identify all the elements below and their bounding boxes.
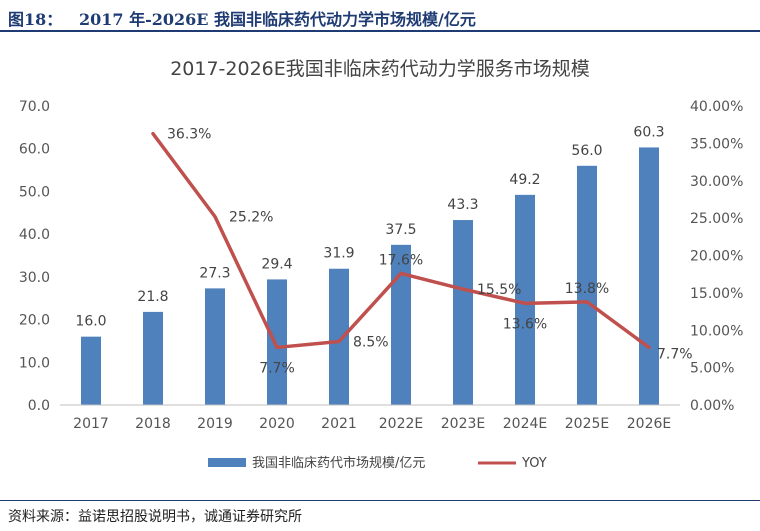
figure-header: 图18： 2017 年-2026E 我国非临床药代动力学市场规模/亿元 <box>0 0 760 34</box>
x-tick-label: 2020 <box>259 416 295 432</box>
yoy-value-label: 17.6% <box>379 252 423 268</box>
bar-value-label: 60.3 <box>633 124 664 140</box>
bar-value-label: 16.0 <box>75 314 106 330</box>
y-tick-label: 10.0 <box>19 355 50 371</box>
yoy-value-label: 7.7% <box>259 360 295 376</box>
header-rule <box>0 30 760 32</box>
y2-tick-label: 0.00% <box>690 398 734 414</box>
bar <box>639 147 659 405</box>
y-tick-label: 70.0 <box>19 99 50 115</box>
legend: 我国非临床药代市场规模/亿元 YOY <box>208 455 547 471</box>
y-tick-label: 50.0 <box>19 184 50 200</box>
x-tick-label: 2019 <box>197 416 233 432</box>
bar <box>143 311 163 405</box>
bar-value-label: 31.9 <box>323 246 354 262</box>
chart-title: 2017-2026E我国非临床药代动力学服务市场规模 <box>170 58 590 80</box>
y2-tick-label: 10.00% <box>690 323 743 339</box>
bar-value-label: 29.4 <box>261 256 292 272</box>
bar <box>515 194 535 405</box>
yoy-value-label: 25.2% <box>229 210 273 226</box>
bar <box>391 244 411 405</box>
x-tick-label: 2017 <box>73 416 109 432</box>
bar <box>205 288 225 405</box>
y2-tick-label: 30.00% <box>690 174 743 190</box>
bar <box>453 220 473 405</box>
bar-value-label: 56.0 <box>571 143 602 159</box>
bar <box>577 165 597 405</box>
y2-tick-label: 5.00% <box>690 361 734 377</box>
bar-series <box>81 147 659 405</box>
yoy-value-label: 36.3% <box>167 127 211 143</box>
bar-value-label: 49.2 <box>509 172 540 188</box>
y-tick-label: 20.0 <box>19 313 50 329</box>
yoy-line <box>151 131 651 350</box>
figure-label: 图18： <box>8 10 63 29</box>
right-axis: 0.00% 5.00% 10.00% 15.00% 20.00% 25.00% 30.00%… <box>690 99 743 414</box>
yoy-value-label: 13.6% <box>503 316 547 332</box>
yoy-value-label: 13.8% <box>565 281 609 297</box>
legend-line-label: YOY <box>521 456 547 471</box>
x-tick-label: 2026E <box>627 416 671 432</box>
bar-value-label: 27.3 <box>199 265 230 281</box>
figure-title: 图18： 2017 年-2026E 我国非临床药代动力学市场规模/亿元 <box>8 6 476 30</box>
y-tick-label: 60.0 <box>19 142 50 158</box>
line-labels: 36.3% 25.2% 7.7% 8.5% 17.6% 15.5% 13.6% 13.8% 7.… <box>167 127 693 377</box>
bar <box>81 336 101 405</box>
y2-tick-label: 15.00% <box>690 286 743 302</box>
y-tick-label: 40.0 <box>19 227 50 243</box>
source-note: 资料来源：益诺思招股说明书，诚通证券研究所 <box>8 509 302 525</box>
yoy-value-label: 7.7% <box>657 346 693 362</box>
x-tick-label: 2023E <box>441 416 485 432</box>
bar-labels: 16.0 21.8 27.3 29.4 31.9 37.5 43.3 49.2 56.0 60.3 <box>75 124 664 329</box>
bar-value-label: 37.5 <box>385 222 416 238</box>
x-tick-label: 2024E <box>503 416 547 432</box>
y2-tick-label: 40.00% <box>690 99 743 115</box>
y2-tick-label: 20.00% <box>690 249 743 265</box>
footer-rule <box>0 500 760 501</box>
legend-bar-swatch <box>208 458 246 467</box>
bar <box>329 268 349 405</box>
x-tick-label: 2025E <box>565 416 609 432</box>
bar <box>267 279 287 405</box>
y-tick-label: 30.0 <box>19 270 50 286</box>
yoy-value-label: 15.5% <box>477 282 521 298</box>
chart-area: 2017-2026E我国非临床药代动力学服务市场规模 0.0 10.0 20.0 30… <box>0 34 760 498</box>
y2-tick-label: 35.00% <box>690 136 743 152</box>
figure-title-text: 2017 年-2026E 我国非临床药代动力学市场规模/亿元 <box>79 10 476 29</box>
x-tick-label: 2022E <box>379 416 423 432</box>
y-tick-label: 0.0 <box>28 398 50 414</box>
left-axis: 0.0 10.0 20.0 30.0 40.0 50.0 60.0 70.0 <box>19 99 50 414</box>
y2-tick-label: 25.00% <box>690 211 743 227</box>
yoy-value-label: 8.5% <box>353 334 389 350</box>
line-series <box>151 131 651 350</box>
x-tick-label: 2018 <box>135 416 171 432</box>
bar-value-label: 43.3 <box>447 197 478 213</box>
combo-chart: 2017-2026E我国非临床药代动力学服务市场规模 0.0 10.0 20.0 30… <box>19 58 744 471</box>
x-tick-label: 2021 <box>321 416 357 432</box>
legend-bar-label: 我国非临床药代市场规模/亿元 <box>252 455 425 471</box>
bar-value-label: 21.8 <box>137 289 168 305</box>
x-axis-labels: 2017 2018 2019 2020 2021 2022E 2023E 2024E 2025E… <box>73 416 671 432</box>
